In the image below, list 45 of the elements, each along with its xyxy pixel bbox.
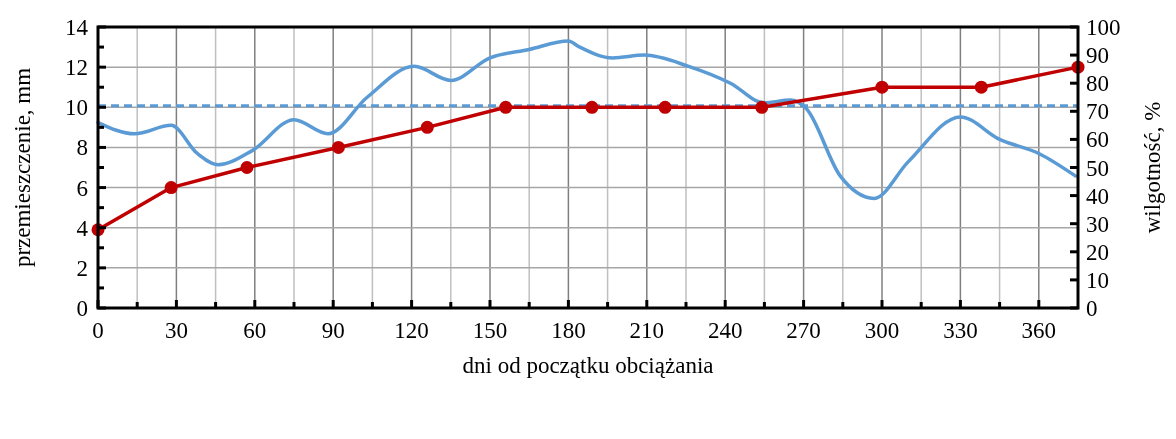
- y-axis-title: przemieszczenie, mm: [10, 67, 35, 268]
- y-tick-label: 0: [76, 296, 88, 321]
- y2-tick-label: 70: [1086, 99, 1109, 125]
- y2-tick-label: 30: [1086, 211, 1109, 237]
- point: [240, 161, 254, 174]
- x-axis-title: dni od początku obciążania: [462, 353, 714, 378]
- point: [974, 80, 988, 94]
- y-tick-label: 12: [65, 55, 88, 81]
- x-tick-label: 360: [1021, 318, 1057, 343]
- y2-tick-label: 80: [1086, 71, 1109, 97]
- x-tick-label: 330: [943, 318, 978, 343]
- x-tick-label: 30: [164, 318, 188, 343]
- point: [420, 120, 434, 134]
- y-tick-label: 4: [76, 215, 89, 241]
- point: [499, 100, 513, 114]
- x-tick-label: 120: [394, 318, 429, 343]
- y2-axis-title: wilgotność, %: [1140, 101, 1165, 234]
- y-tick-label: 6: [76, 175, 88, 201]
- x-tick-label: 270: [786, 318, 821, 343]
- y-tick-label: 10: [65, 95, 88, 121]
- x-tick-label: 90: [321, 318, 345, 343]
- x-tick-label: 210: [629, 318, 665, 343]
- point: [331, 140, 345, 154]
- y2-tick-label: 90: [1086, 43, 1109, 69]
- y-tick-label: 2: [76, 255, 88, 281]
- y2-tick-label: 50: [1086, 155, 1109, 181]
- point: [585, 100, 599, 114]
- y2-tick-label: 100: [1086, 15, 1121, 40]
- x-tick-label: 180: [551, 318, 586, 343]
- x-tick-label: 300: [864, 318, 900, 343]
- point: [755, 100, 769, 114]
- point: [658, 100, 672, 114]
- y2-tick-label: 20: [1086, 239, 1109, 265]
- x-tick-label: 60: [243, 318, 267, 343]
- y-tick-label: 14: [65, 15, 89, 40]
- y-tick-label: 8: [76, 135, 88, 161]
- x-tick-label: 150: [472, 318, 508, 343]
- point: [164, 181, 178, 195]
- y2-tick-label: 60: [1086, 127, 1109, 153]
- y2-tick-label: 10: [1086, 267, 1109, 293]
- line-series: [96, 39, 1078, 201]
- x-tick-label: 240: [707, 318, 743, 343]
- y2-tick-label: 40: [1086, 183, 1109, 209]
- y2-tick-label: 0: [1086, 296, 1098, 321]
- point: [875, 80, 889, 94]
